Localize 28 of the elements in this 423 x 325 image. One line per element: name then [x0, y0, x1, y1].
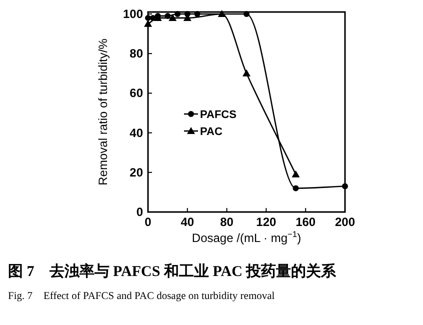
- legend-label: PAC: [200, 126, 222, 138]
- x-axis-title: Dosage /(mL · mg$^{−1}$): [192, 229, 302, 245]
- point: [168, 14, 177, 21]
- y-axis-title: Removal ratio of turbidity/%: [96, 38, 110, 186]
- y-tick-label: 60: [130, 86, 144, 100]
- text: Fig. 7 Effect of PAFCS and PAC dosage on turbidity removal: [8, 291, 275, 302]
- point: [218, 10, 226, 17]
- y-tick-label: 80: [130, 46, 144, 61]
- text: 图 7 去浊率与 PAFCS 和工业 PAC 投药量的关系: [8, 262, 338, 280]
- y-tick-label: 40: [130, 126, 144, 140]
- point: [242, 69, 250, 76]
- point: [174, 10, 181, 17]
- x-tick-label: 40: [180, 215, 194, 229]
- y-tick-label: 100: [122, 6, 144, 21]
- x-tick-label: 200: [334, 215, 356, 229]
- point: [342, 183, 348, 190]
- y-tick-label: 20: [130, 165, 144, 180]
- point: [244, 10, 250, 17]
- x-tick-label: 0: [144, 215, 152, 229]
- point: [194, 10, 200, 17]
- x-tick-label: 160: [296, 215, 316, 229]
- y-tick-label: 0: [136, 205, 144, 219]
- legend-label: PAFCS: [200, 109, 236, 121]
- x-tick-label: 120: [256, 215, 277, 229]
- point: [292, 185, 299, 192]
- point: [144, 20, 152, 27]
- point: [292, 170, 300, 178]
- x-tick-label: 80: [220, 215, 234, 229]
